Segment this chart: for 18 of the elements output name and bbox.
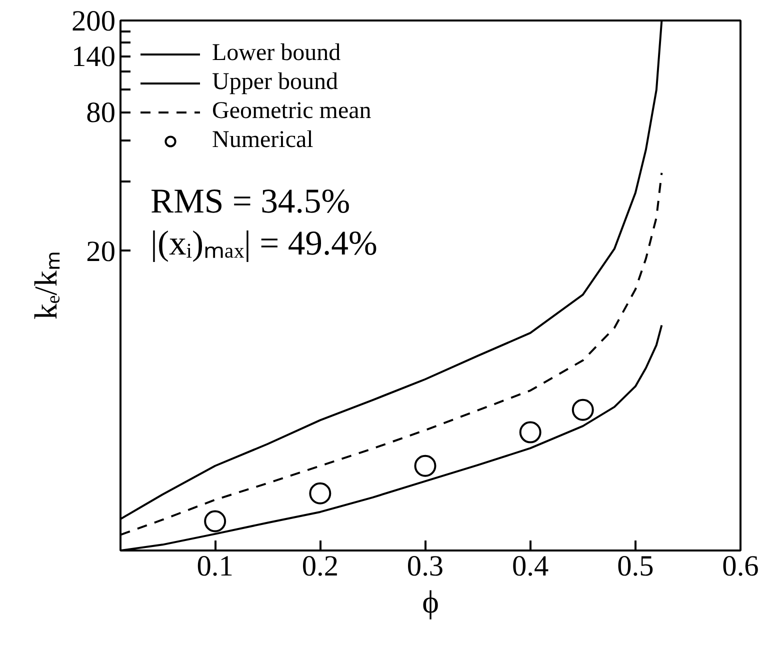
annotation: |(xᵢ)ₘₐₓ| = 49.4% [150, 224, 378, 262]
annotation: RMS = 34.5% [150, 182, 350, 220]
legend-label: Upper bound [212, 69, 338, 96]
x-axis-title: ϕ [422, 584, 439, 620]
x-tick-label: 0.4 [512, 550, 549, 582]
legend-label: Numerical [212, 127, 314, 154]
x-tick-label: 0.2 [302, 550, 339, 582]
x-tick-label: 0.3 [406, 550, 444, 582]
y-axis-title: kₑ/kₘ [28, 251, 64, 320]
y-tick-label: 140 [72, 41, 116, 74]
legend-label: Lower bound [212, 40, 341, 67]
x-tick-label: 0.6 [722, 550, 759, 582]
x-tick-label: 0.1 [196, 550, 234, 582]
y-tick-label: 200 [72, 6, 116, 38]
x-tick-label: 0.5 [617, 550, 654, 582]
y-tick-label: 20 [86, 236, 116, 268]
y-tick-label: 80 [86, 97, 116, 130]
legend-label: Geometric mean [212, 98, 372, 125]
